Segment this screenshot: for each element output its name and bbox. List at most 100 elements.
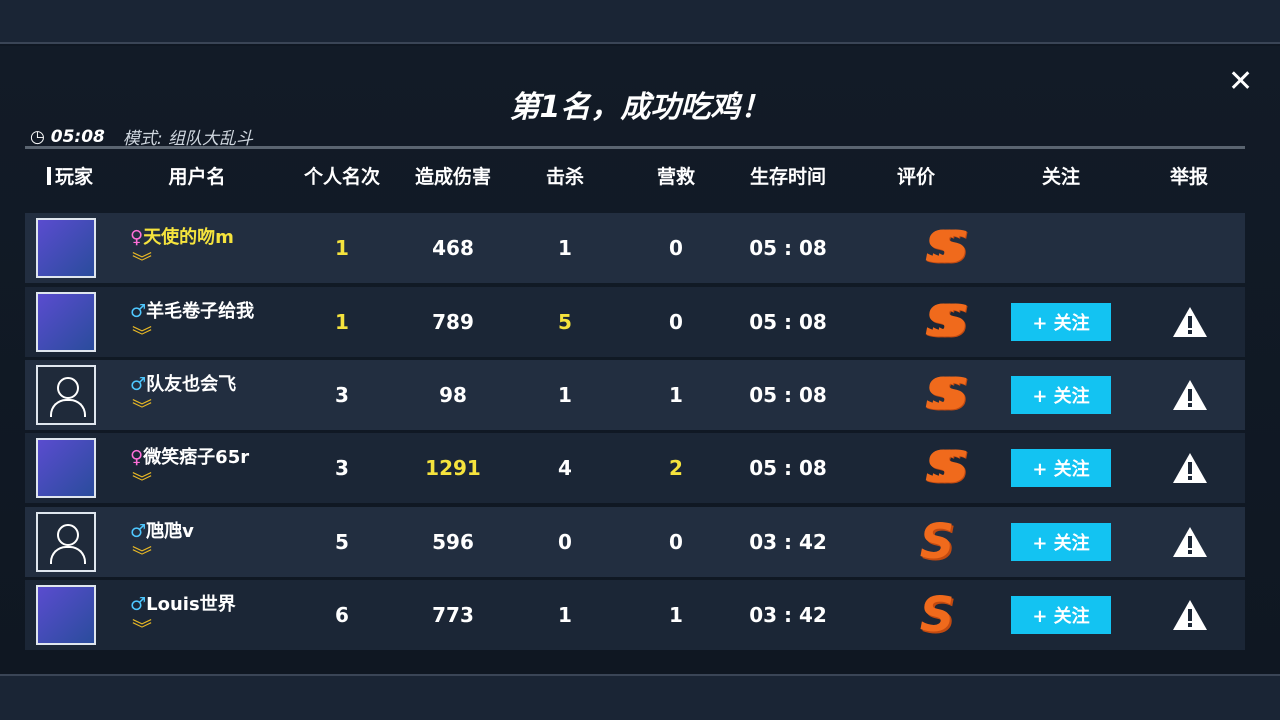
column-header: 个人名次 — [303, 166, 381, 188]
table-row: ♀天使的吻m ︾ 1 468 1 0 05 : 08 SSS — [25, 213, 1245, 283]
gender-icon: ♂ — [130, 301, 147, 322]
username: 天使的吻m — [143, 227, 234, 248]
player-name[interactable]: ♀微笑痞子65r — [130, 443, 249, 469]
report-warning-icon[interactable] — [1170, 303, 1210, 341]
player-name[interactable]: ♀天使的吻m — [130, 223, 234, 249]
follow-button[interactable]: + 关注 — [1011, 523, 1111, 561]
page-title: 第1名，成功吃鸡！ — [509, 90, 771, 125]
table-row: ♂虺虺v ︾ 5 596 0 0 03 : 42 S + 关注 — [25, 507, 1245, 577]
close-button[interactable]: ✕ — [1228, 64, 1254, 99]
rank-badge-icon: ︾ — [132, 397, 152, 421]
avatar[interactable] — [36, 365, 96, 425]
cell-rescue: 2 — [669, 456, 683, 480]
follow-button[interactable]: + 关注 — [1011, 303, 1111, 341]
cell-kills: 1 — [558, 236, 572, 260]
username: Louis世界 — [146, 594, 236, 615]
column-header: 玩家 — [46, 162, 94, 189]
gender-icon: ♂ — [130, 521, 147, 542]
follow-button[interactable]: + 关注 — [1011, 596, 1111, 634]
report-warning-icon[interactable] — [1170, 523, 1210, 561]
gender-icon: ♂ — [130, 594, 147, 615]
top-bar — [0, 0, 1280, 44]
report-warning-icon[interactable] — [1170, 596, 1210, 634]
table-row: ♂羊毛卷子给我 ︾ 1 789 5 0 05 : 08 SSS + 关注 — [25, 287, 1245, 357]
rank-badge-icon: ︾ — [132, 324, 152, 348]
rating-sss-icon: SSS — [925, 369, 969, 420]
header-label: 玩家 — [54, 166, 94, 188]
cell-damage: 773 — [432, 603, 474, 627]
rating-s-icon: S — [919, 587, 955, 643]
avatar[interactable] — [36, 512, 96, 572]
player-name[interactable]: ♂虺虺v — [130, 517, 194, 543]
cell-kills: 4 — [558, 456, 572, 480]
follow-button[interactable]: + 关注 — [1011, 376, 1111, 414]
gender-icon: ♀ — [130, 447, 144, 468]
player-name[interactable]: ♂羊毛卷子给我 — [130, 297, 254, 323]
avatar[interactable] — [36, 292, 96, 352]
gender-icon: ♂ — [130, 374, 147, 395]
cell-time: 05 : 08 — [749, 236, 827, 260]
avatar[interactable] — [36, 218, 96, 278]
username: 羊毛卷子给我 — [146, 301, 255, 322]
cell-rank: 1 — [335, 236, 349, 260]
cell-rescue: 0 — [669, 236, 683, 260]
cell-rank: 3 — [335, 383, 349, 407]
table-row: ♀微笑痞子65r ︾ 3 1291 4 2 05 : 08 SSS + 关注 — [25, 433, 1245, 503]
cell-damage: 468 — [432, 236, 474, 260]
column-header: 生存时间 — [749, 166, 827, 188]
match-info: ◷ 05:08 模式: 组队大乱斗 — [30, 124, 254, 150]
rating-sss-icon: SSS — [925, 296, 969, 347]
table-row: ♂队友也会飞 ︾ 3 98 1 1 05 : 08 SSS + 关注 — [25, 360, 1245, 430]
rating-s-icon: S — [919, 514, 955, 570]
column-header: 关注 — [1041, 166, 1081, 188]
cell-kills: 1 — [558, 603, 572, 627]
rating-sss-icon: SSS — [925, 442, 969, 493]
report-warning-icon[interactable] — [1170, 449, 1210, 487]
match-mode: 模式: 组队大乱斗 — [122, 129, 254, 149]
match-time: 05:08 — [50, 126, 105, 147]
column-header: 举报 — [1169, 166, 1209, 188]
username: 微笑痞子65r — [143, 447, 250, 468]
cell-rescue: 1 — [669, 383, 683, 407]
cell-kills: 1 — [558, 383, 572, 407]
player-name[interactable]: ♂队友也会飞 — [130, 370, 236, 396]
rank-badge-icon: ︾ — [132, 250, 152, 274]
cell-rank: 6 — [335, 603, 349, 627]
rank-badge-icon: ︾ — [132, 470, 152, 494]
cell-time: 05 : 08 — [749, 383, 827, 407]
player-name[interactable]: ♂Louis世界 — [130, 590, 236, 616]
cell-rescue: 0 — [669, 310, 683, 334]
cell-kills: 0 — [558, 530, 572, 554]
cell-time: 03 : 42 — [749, 603, 827, 627]
cell-rank: 3 — [335, 456, 349, 480]
column-header: 营救 — [656, 166, 696, 188]
header-marker — [46, 167, 51, 185]
avatar[interactable] — [36, 585, 96, 645]
column-header: 造成伤害 — [414, 166, 492, 188]
rank-badge-icon: ︾ — [132, 617, 152, 641]
report-warning-icon[interactable] — [1170, 376, 1210, 414]
cell-time: 05 : 08 — [749, 310, 827, 334]
username: 队友也会飞 — [146, 374, 237, 395]
column-header: 用户名 — [168, 166, 226, 188]
cell-kills: 5 — [558, 310, 572, 334]
clock-icon: ◷ — [30, 126, 45, 147]
cell-rescue: 1 — [669, 603, 683, 627]
rating-sss-icon: SSS — [925, 222, 969, 273]
cell-time: 03 : 42 — [749, 530, 827, 554]
cell-time: 05 : 08 — [749, 456, 827, 480]
table-header: 玩家 用户名 个人名次 造成伤害 击杀 营救 生存时间 评价 关注 举报 — [25, 162, 1245, 190]
cell-damage: 98 — [439, 383, 467, 407]
rank-badge-icon: ︾ — [132, 544, 152, 568]
column-header: 击杀 — [545, 166, 585, 188]
cell-damage: 789 — [432, 310, 474, 334]
cell-damage: 596 — [432, 530, 474, 554]
bottom-bar — [0, 674, 1280, 720]
gender-icon: ♀ — [130, 227, 144, 248]
avatar[interactable] — [36, 438, 96, 498]
column-header: 评价 — [896, 166, 936, 188]
follow-button[interactable]: + 关注 — [1011, 449, 1111, 487]
divider — [25, 146, 1245, 149]
cell-rank: 1 — [335, 310, 349, 334]
username: 虺虺v — [146, 521, 194, 542]
